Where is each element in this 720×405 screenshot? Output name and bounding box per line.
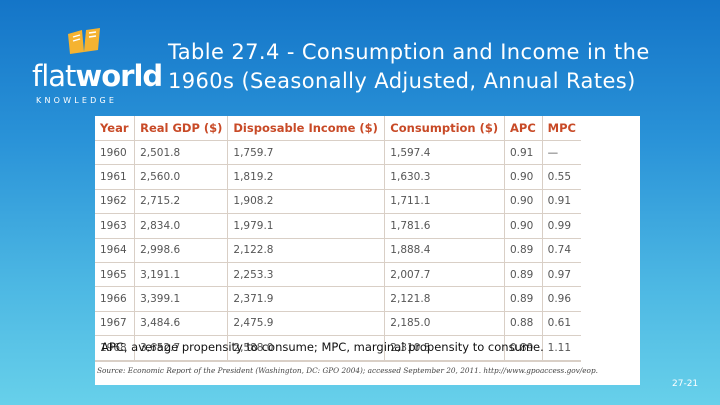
cell-disposable-income: 1,819.2 xyxy=(227,164,386,190)
table-row: 1967 3,484.6 2,475.9 2,185.0 0.88 0.61 xyxy=(95,311,581,337)
cell-disposable-income: 2,122.8 xyxy=(227,238,386,263)
cell-apc: 0.91 xyxy=(504,140,543,166)
cell-real-gdp: 2,501.8 xyxy=(134,140,229,166)
logo-tagline: KNOWLEDGE xyxy=(36,96,118,105)
cell-consumption: 1,888.4 xyxy=(384,238,505,263)
cell-consumption: 2,121.8 xyxy=(384,286,505,312)
cell-consumption: 1,711.1 xyxy=(384,189,505,215)
cell-mpc: 0.55 xyxy=(542,164,581,190)
page-number: 27-21 xyxy=(672,379,699,389)
cell-mpc: 0.74 xyxy=(542,238,581,263)
table-row: 1961 2,560.0 1,819.2 1,630.3 0.90 0.55 xyxy=(95,164,581,190)
open-book-icon xyxy=(68,28,100,54)
cell-consumption: 1,781.6 xyxy=(384,213,505,239)
cell-consumption: 2,310.5 xyxy=(384,335,505,361)
cell-apc: 0.89 xyxy=(504,262,543,288)
cell-apc: 0.89 xyxy=(504,238,543,263)
source-citation: Source: Economic Report of the President… xyxy=(97,366,598,375)
cell-real-gdp: 2,834.0 xyxy=(134,213,229,239)
consumption-income-table: Year Real GDP ($) Disposable Income ($) … xyxy=(95,116,640,385)
cell-consumption: 2,185.0 xyxy=(384,311,505,337)
table-row: 1962 2,715.2 1,908.2 1,711.1 0.90 0.91 xyxy=(95,189,581,215)
table-row: 1966 3,399.1 2,371.9 2,121.8 0.89 0.96 xyxy=(95,286,581,312)
cell-apc: 0.89 xyxy=(504,335,543,361)
table-footnote: APC, average propensity to consume; MPC,… xyxy=(101,340,544,354)
table-row: 1963 2,834.0 1,979.1 1,781.6 0.90 0.99 xyxy=(95,213,581,239)
cell-disposable-income: 1,908.2 xyxy=(227,189,386,215)
cell-apc: 0.90 xyxy=(504,189,543,215)
flatworld-logo: flatworld KNOWLEDGE xyxy=(30,24,163,114)
cell-year: 1962 xyxy=(95,189,136,215)
cell-disposable-income: 2,253.3 xyxy=(227,262,386,288)
header-real-gdp: Real GDP ($) xyxy=(134,116,229,141)
table-body: 1960 2,501.8 1,759.7 1,597.4 0.91—1961 2,560.… xyxy=(95,140,581,361)
cell-real-gdp: 2,560.0 xyxy=(134,164,229,190)
cell-real-gdp: 3,652.7 xyxy=(134,335,229,361)
cell-year: 1964 xyxy=(95,238,136,263)
table-row: 1960 2,501.8 1,759.7 1,597.4 0.91— xyxy=(95,140,581,166)
cell-apc: 0.89 xyxy=(504,286,543,312)
cell-mpc: 0.99 xyxy=(542,213,581,239)
header-consumption: Consumption ($) xyxy=(384,116,505,141)
header-apc: APC xyxy=(504,116,543,141)
cell-disposable-income: 2,475.9 xyxy=(227,311,386,337)
cell-disposable-income: 1,759.7 xyxy=(227,140,386,166)
cell-real-gdp: 2,715.2 xyxy=(134,189,229,215)
header-disposable-income: Disposable Income ($) xyxy=(227,116,386,141)
slide-title-line-1: Table 27.4 - Consumption and Income in t… xyxy=(168,40,650,64)
slide-title: Table 27.4 - Consumption and Income in t… xyxy=(168,38,708,96)
cell-real-gdp: 3,399.1 xyxy=(134,286,229,312)
cell-disposable-income: 2,588.0 xyxy=(227,335,386,361)
cell-apc: 0.90 xyxy=(504,164,543,190)
data-table: Year Real GDP ($) Disposable Income ($) … xyxy=(95,116,581,361)
cell-mpc: 1.11 xyxy=(542,335,581,361)
cell-mpc: 0.97 xyxy=(542,262,581,288)
cell-year: 1968 xyxy=(95,335,136,361)
cell-apc: 0.88 xyxy=(504,311,543,337)
cell-year: 1967 xyxy=(95,311,136,337)
logo-wordmark: flatworld xyxy=(32,59,163,93)
table-row: 1964 2,998.6 2,122.8 1,888.4 0.89 0.74 xyxy=(95,238,581,263)
cell-year: 1966 xyxy=(95,286,136,312)
cell-real-gdp: 3,191.1 xyxy=(134,262,229,288)
table-row: 1965 3,191.1 2,253.3 2,007.7 0.89 0.97 xyxy=(95,262,581,288)
cell-real-gdp: 2,998.6 xyxy=(134,238,229,263)
cell-apc: 0.90 xyxy=(504,213,543,239)
cell-consumption: 1,597.4 xyxy=(384,140,505,166)
slide-title-line-2: 1960s (Seasonally Adjusted, Annual Rates… xyxy=(168,69,636,93)
cell-year: 1965 xyxy=(95,262,136,288)
cell-mpc: — xyxy=(542,140,581,166)
cell-year: 1960 xyxy=(95,140,136,166)
cell-year: 1961 xyxy=(95,164,136,190)
cell-real-gdp: 3,484.6 xyxy=(134,311,229,337)
cell-disposable-income: 2,371.9 xyxy=(227,286,386,312)
cell-year: 1963 xyxy=(95,213,136,239)
header-mpc: MPC xyxy=(542,116,581,141)
cell-consumption: 1,630.3 xyxy=(384,164,505,190)
header-year: Year xyxy=(95,116,136,141)
table-row: 1968 3,652.7 2,588.0 2,310.5 0.89 1.11 xyxy=(95,335,581,361)
table-header-row: Year Real GDP ($) Disposable Income ($) … xyxy=(95,116,581,141)
cell-mpc: 0.61 xyxy=(542,311,581,337)
table-bottom-rule xyxy=(95,361,581,362)
cell-mpc: 0.96 xyxy=(542,286,581,312)
cell-disposable-income: 1,979.1 xyxy=(227,213,386,239)
cell-mpc: 0.91 xyxy=(542,189,581,215)
cell-consumption: 2,007.7 xyxy=(384,262,505,288)
